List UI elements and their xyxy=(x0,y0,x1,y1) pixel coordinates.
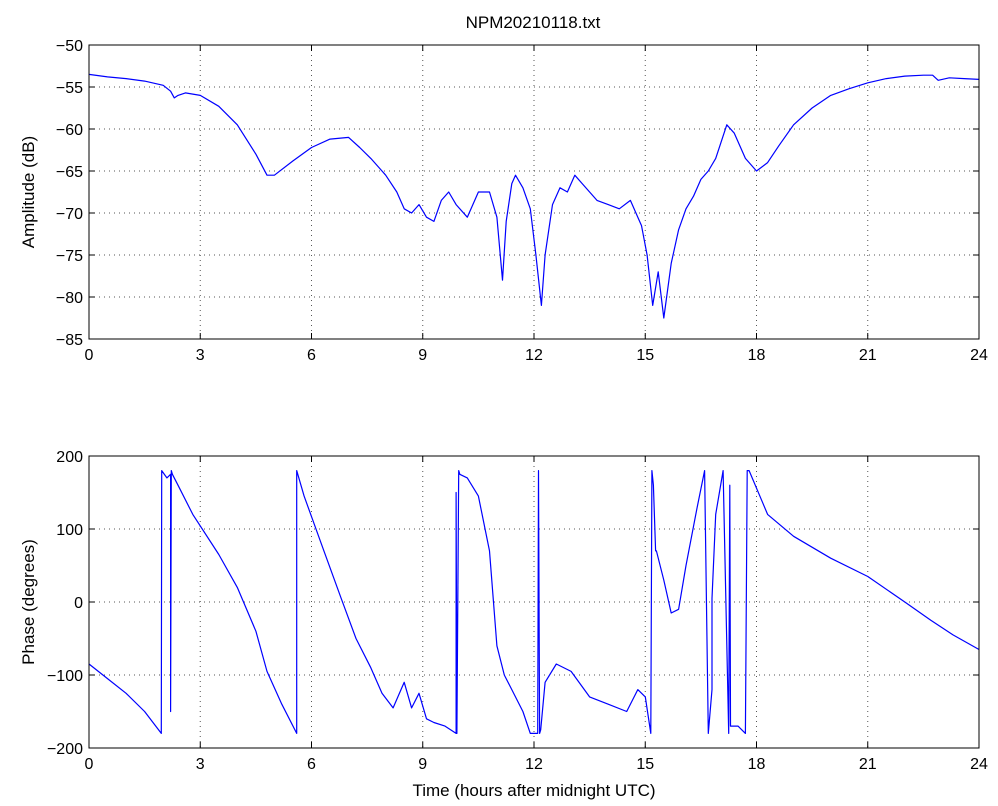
amplitude-y-tick-label: −55 xyxy=(56,80,83,97)
phase-x-axis-label: Time (hours after midnight UTC) xyxy=(412,781,655,800)
chart-title: NPM20210118.txt xyxy=(466,13,601,32)
amplitude-y-tick-label: −50 xyxy=(56,38,83,55)
phase-x-tick-label: 6 xyxy=(307,756,316,773)
phase-x-tick-label: 21 xyxy=(859,756,877,773)
amplitude-x-tick-label: 18 xyxy=(748,347,766,364)
amplitude-x-tick-label: 21 xyxy=(859,347,877,364)
amplitude-x-tick-label: 3 xyxy=(196,347,205,364)
phase-x-tick-label: 18 xyxy=(748,756,766,773)
amplitude-x-tick-label: 15 xyxy=(636,347,654,364)
amplitude-y-tick-label: −65 xyxy=(56,164,83,181)
amplitude-x-tick-label: 6 xyxy=(307,347,316,364)
phase-y-axis-label: Phase (degrees) xyxy=(19,539,38,665)
phase-x-tick-label: 12 xyxy=(525,756,543,773)
phase-x-tick-label: 15 xyxy=(636,756,654,773)
amplitude-x-tick-label: 9 xyxy=(418,347,427,364)
phase-y-tick-label: 0 xyxy=(74,595,83,612)
amplitude-series xyxy=(88,73,980,319)
phase-y-tick-label: 200 xyxy=(56,449,83,466)
amplitude-x-tick-label: 0 xyxy=(85,347,94,364)
phase-series xyxy=(88,470,980,735)
phase-x-tick-label: 24 xyxy=(970,756,988,773)
amplitude-x-tick-label: 12 xyxy=(525,347,543,364)
amplitude-y-tick-label: −80 xyxy=(56,290,83,307)
amplitude-x-tick-label: 24 xyxy=(970,347,988,364)
phase-grid xyxy=(89,456,979,748)
amplitude-ticks: 0 3 6 9 12 15 18 21 24 −85 −80 −75 −70 −65 −60 −55 −50 xyxy=(56,38,988,364)
phase-y-tick-label: −200 xyxy=(47,741,83,758)
amplitude-series-line xyxy=(88,73,980,319)
phase-x-tick-label: 3 xyxy=(196,756,205,773)
amplitude-y-axis-label: Amplitude (dB) xyxy=(19,136,38,248)
amplitude-y-tick-label: −60 xyxy=(56,122,83,139)
phase-plot: Phase (degrees) Time (hours after midnig… xyxy=(19,449,988,800)
phase-series-line xyxy=(88,470,980,735)
phase-x-tick-label: 9 xyxy=(418,756,427,773)
phase-y-tick-label: 100 xyxy=(56,522,83,539)
amplitude-y-tick-label: −85 xyxy=(56,332,83,349)
amplitude-plot: Amplitude (dB) 0 3 6 9 12 15 18 21 24 −85 −80 −75 −7… xyxy=(19,38,988,364)
amplitude-grid xyxy=(89,45,979,339)
amplitude-y-tick-label: −75 xyxy=(56,248,83,265)
phase-ticks: 0 3 6 9 12 15 18 21 24 −200 −100 0 100 200 xyxy=(47,449,988,773)
phase-x-tick-label: 0 xyxy=(85,756,94,773)
phase-y-tick-label: −100 xyxy=(47,668,83,685)
amplitude-y-tick-label: −70 xyxy=(56,206,83,223)
